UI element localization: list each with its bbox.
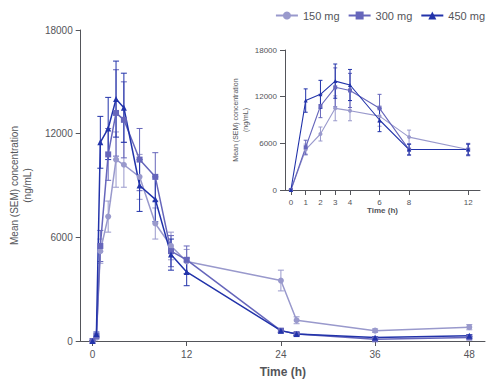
svg-text:0: 0 bbox=[289, 198, 294, 207]
svg-text:2: 2 bbox=[318, 198, 323, 207]
svg-text:12000: 12000 bbox=[255, 92, 278, 101]
svg-text:0: 0 bbox=[90, 349, 96, 360]
svg-text:450 mg: 450 mg bbox=[448, 10, 485, 22]
svg-text:3: 3 bbox=[333, 198, 338, 207]
svg-text:18000: 18000 bbox=[45, 25, 73, 36]
svg-text:12000: 12000 bbox=[45, 128, 73, 139]
svg-text:Time (h): Time (h) bbox=[260, 365, 306, 379]
svg-text:300 mg: 300 mg bbox=[376, 10, 413, 22]
svg-text:0: 0 bbox=[273, 186, 278, 195]
svg-text:1: 1 bbox=[303, 198, 308, 207]
svg-text:6000: 6000 bbox=[259, 139, 277, 148]
svg-text:36: 36 bbox=[370, 349, 382, 360]
svg-text:8: 8 bbox=[407, 198, 412, 207]
svg-text:Time (h): Time (h) bbox=[367, 206, 398, 215]
svg-text:48: 48 bbox=[464, 349, 476, 360]
svg-text:6000: 6000 bbox=[50, 232, 73, 243]
svg-text:150 mg: 150 mg bbox=[303, 10, 340, 22]
svg-text:4: 4 bbox=[348, 198, 353, 207]
svg-text:12: 12 bbox=[181, 349, 193, 360]
svg-text:6: 6 bbox=[377, 198, 382, 207]
svg-text:(ng/mL): (ng/mL) bbox=[242, 108, 250, 132]
svg-text:24: 24 bbox=[275, 349, 287, 360]
svg-text:(ng/mL): (ng/mL) bbox=[22, 168, 33, 202]
svg-text:12: 12 bbox=[464, 198, 473, 207]
svg-text:0: 0 bbox=[67, 336, 73, 347]
svg-text:Mean (SEM) concentration: Mean (SEM) concentration bbox=[9, 126, 20, 245]
svg-text:Mean (SEM) concentration: Mean (SEM) concentration bbox=[232, 78, 240, 161]
svg-text:18000: 18000 bbox=[255, 46, 278, 55]
